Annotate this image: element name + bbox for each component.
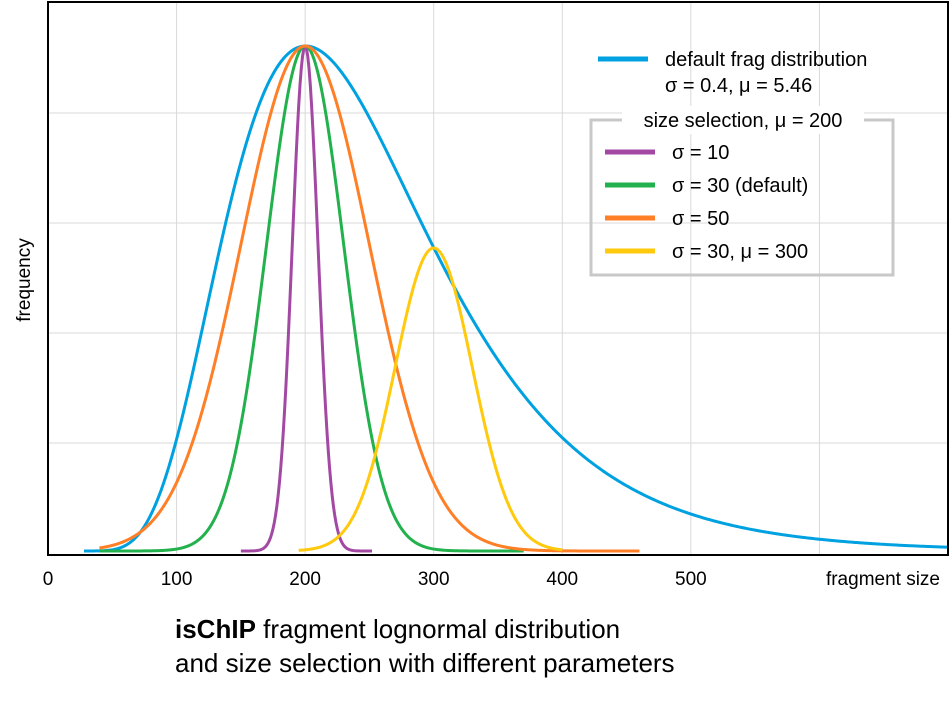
series-line-0 (83, 44, 949, 553)
x-tick-label-100: 100 (161, 569, 193, 590)
legend-label-3: σ = 30, μ = 300 (672, 241, 808, 263)
curves (83, 44, 949, 553)
legend-group-title-bg (622, 106, 864, 134)
x-axis-label: fragment size (826, 569, 940, 590)
x-tick-label-300: 300 (418, 569, 450, 590)
x-tick-label-500: 500 (675, 569, 707, 590)
grid (48, 2, 948, 555)
series-line-4 (298, 246, 563, 552)
x-tick-label-200: 200 (289, 569, 321, 590)
caption-bold: isChIP (175, 614, 256, 644)
y-axis-label: frequency (14, 238, 35, 322)
x-tick-labels: 0 100 200 300 400 500 (43, 569, 707, 590)
caption-line2: and size selection with different parame… (175, 648, 675, 678)
series-line-3 (99, 44, 640, 553)
x-tick-label-400: 400 (546, 569, 578, 590)
legend-label-2: σ = 50 (672, 208, 729, 230)
legend-main-line2: σ = 0.4, μ = 5.46 (665, 75, 812, 97)
legend-items: σ = 10 σ = 30 (default) σ = 50 σ = 30, μ = … (605, 142, 808, 263)
x-tick-label-0: 0 (43, 569, 54, 590)
legend-main-line1: default frag distribution (665, 49, 867, 71)
legend-label-1: σ = 30 (default) (672, 175, 808, 197)
plot-frame (47, 1, 949, 556)
chart-caption: isChIP fragment lognormal distribution a… (175, 612, 675, 680)
legend: default frag distribution σ = 0.4, μ = 5… (589, 49, 895, 277)
series-line-1 (240, 44, 373, 553)
legend-group-title: size selection, μ = 200 (644, 110, 843, 132)
legend-label-0: σ = 10 (672, 142, 729, 164)
caption-line1: fragment lognormal distribution (263, 614, 621, 644)
series-line-2 (99, 44, 524, 553)
